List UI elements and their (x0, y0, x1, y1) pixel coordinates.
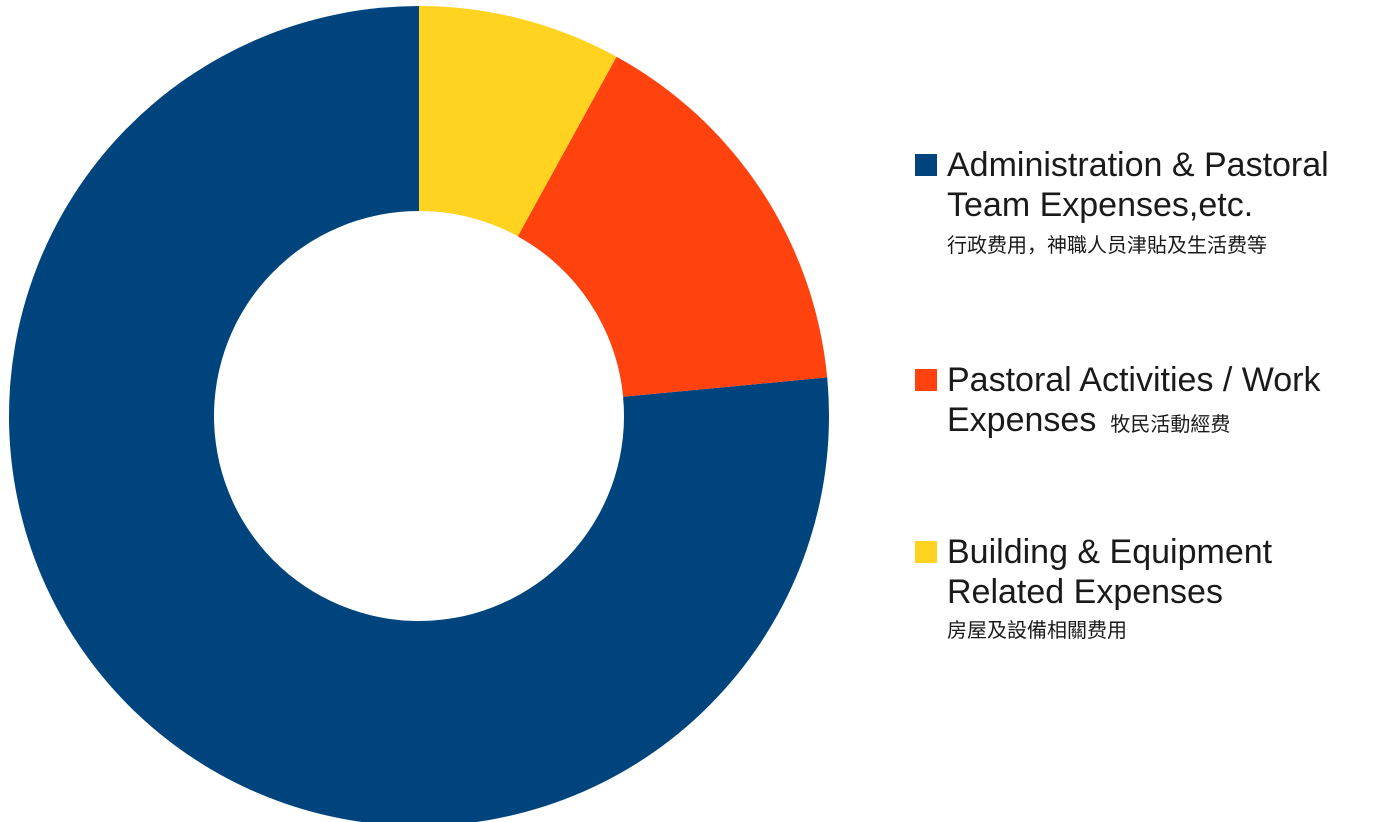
donut-slice-building-equipment (419, 6, 617, 237)
legend-label-pastoral-activities-zh: 牧民活動經费 (1110, 412, 1231, 436)
donut-chart (9, 6, 829, 822)
legend-label-pastoral-activities-en: Pastoral Activities / Work Expenses (947, 361, 1321, 439)
legend-label-building-equipment-en: Building & Equipment Related Expenses (947, 533, 1273, 611)
legend-swatch-pastoral-activities (915, 369, 937, 391)
donut-svg (9, 6, 829, 822)
legend-label-administration-zh: 行政费用，神職人员津貼及生活费等 (947, 233, 1267, 257)
donut-slice-pastoral-activities (517, 56, 828, 397)
legend-label-building-equipment-zh: 房屋及設備相關费用 (947, 618, 1127, 642)
legend-swatch-building-equipment (915, 541, 937, 563)
legend-swatch-administration (915, 154, 937, 176)
chart-legend: Administration & Pastoral Team Expenses,… (915, 0, 1395, 822)
legend-label-administration-en: Administration & Pastoral Team Expenses,… (947, 146, 1329, 224)
donut-slice-administration (9, 6, 829, 822)
